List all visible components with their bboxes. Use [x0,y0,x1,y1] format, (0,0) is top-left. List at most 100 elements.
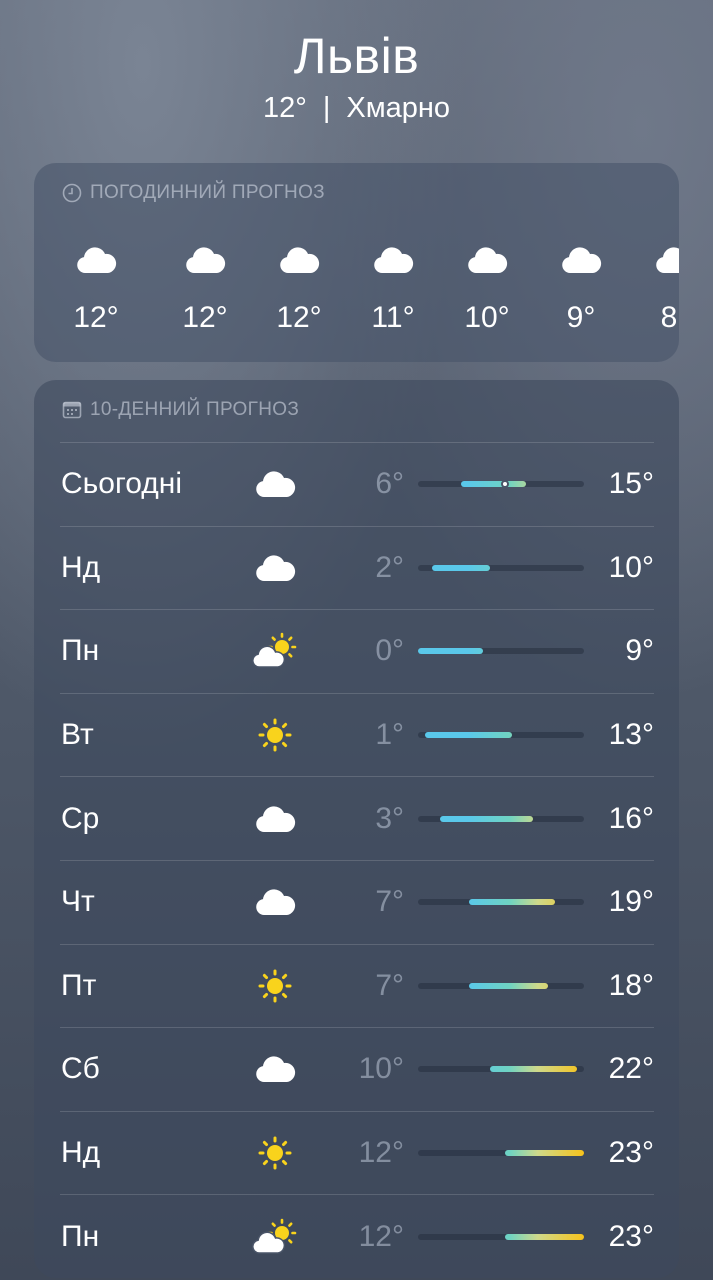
temp-range-track [418,648,584,655]
day-label: Пн [61,1219,100,1253]
cloud-icon [256,806,296,832]
hour-item: 12° [158,245,252,335]
temp-range-bar [432,564,491,571]
day-row[interactable]: Пн 12° 23° [60,1194,654,1278]
partly-sunny-icon [252,633,297,669]
hour-temp: 11° [371,301,415,334]
temp-range-track [418,480,584,489]
city-name: Львів [293,28,420,84]
hour-temp: 8° [660,301,679,334]
low-temp: 6° [375,467,404,501]
day-row[interactable]: Вт 1° 13° [60,692,654,777]
temp-range-track [418,982,584,989]
day-label: Сьогодні [61,467,183,501]
day-label: Сб [61,1052,100,1086]
hourly-title: ПОГОДИННИЙ ПРОГНОЗ [62,182,325,204]
partly-sunny-icon [252,1218,297,1254]
calendar-icon [62,401,82,419]
cloud-icon [256,889,296,916]
current-conditions: 12° | Хмарно [0,92,713,125]
daily-forecast-card[interactable]: 10-ДЕННИЙ ПРОГНОЗ Сьогодні 6° 15° Нд 2° … [34,380,679,1278]
sun-icon [258,969,292,1003]
hour-item: 11° [346,245,440,335]
temp-range-track [418,1233,584,1240]
cloud-icon [468,247,508,273]
low-temp: 12° [358,1219,404,1253]
high-temp: 16° [608,801,654,835]
hourly-list[interactable]: 12° 12° 12° 11° 10° 9° 8° [34,245,679,335]
current-temp-dot [500,480,509,489]
hour-item: 9° [534,245,628,335]
day-label: Нд [61,1136,101,1170]
high-temp: 22° [608,1052,654,1086]
cloud-icon [374,247,414,273]
temp-range-bar [504,1150,584,1157]
cloud-icon [562,247,602,273]
low-temp: 7° [375,968,404,1002]
high-temp: 23° [608,1136,654,1170]
hourly-forecast-card[interactable]: ПОГОДИННИЙ ПРОГНОЗ 12° 12° 12° 11° 10° 9° 8° [34,163,679,362]
temp-range-bar [418,648,483,655]
daily-list: Сьогодні 6° 15° Нд 2° 10° Пн 0° 9° Вт 1°… [60,442,654,1278]
day-label: Пн [61,634,100,668]
high-temp: 15° [608,467,654,501]
high-temp: 9° [625,634,654,668]
high-temp: 13° [608,718,654,752]
current-condition: Хмарно [346,92,451,124]
daily-title: 10-ДЕННИЙ ПРОГНОЗ [62,399,299,421]
day-row[interactable]: Ср 3° 16° [60,776,654,860]
hour-temp: 12° [73,301,119,334]
temp-range-track [418,1066,584,1073]
cloud-icon [256,1056,296,1083]
high-temp: 19° [608,885,654,919]
hour-item: 12° [252,245,346,335]
temp-range-track [418,564,584,571]
day-label: Нд [61,550,101,584]
cloud-icon [656,247,679,273]
low-temp: 10° [358,1052,404,1086]
low-temp: 1° [375,718,404,752]
temp-range-bar [468,899,556,906]
day-row[interactable]: Сб 10° 22° [60,1027,654,1111]
cloud-icon [186,247,226,273]
cloud-icon [280,247,320,273]
clock-icon [62,183,82,203]
high-temp: 18° [608,968,654,1002]
temp-range-bar [425,732,512,739]
low-temp: 0° [375,634,404,668]
sun-icon [258,718,292,752]
hour-item: 10° [440,245,534,335]
day-label: Чт [61,885,95,919]
day-label: Пт [61,968,97,1002]
temp-range-track [418,732,584,739]
high-temp: 10° [608,550,654,584]
cloud-icon [256,555,296,581]
hour-temp: 10° [464,301,510,334]
hour-temp: 9° [566,301,596,334]
day-row[interactable]: Нд 2° 10° [60,525,654,610]
day-row[interactable]: Пн 0° 9° [60,609,654,693]
high-temp: 23° [608,1219,654,1253]
temp-range-bar [504,1233,584,1240]
cloud-icon [256,471,296,498]
temp-range-bar [490,1066,577,1073]
day-row[interactable]: Пт 7° 18° [60,943,654,1028]
low-temp: 3° [375,801,404,835]
day-row[interactable]: Сьогодні 6° 15° [60,442,654,526]
cloud-icon [77,247,117,273]
temp-range-track [418,899,584,906]
day-row[interactable]: Чт 7° 19° [60,859,654,944]
hour-item: 8° [628,245,679,335]
sun-icon [258,1136,292,1170]
hour-temp: 12° [276,301,322,334]
low-temp: 2° [375,550,404,584]
temp-range-track [418,815,584,822]
day-label: Вт [61,718,94,752]
day-row[interactable]: Нд 12° 23° [60,1110,654,1195]
temp-range-track [418,1150,584,1157]
location-header: Львів 12° | Хмарно [0,26,713,125]
temp-range-bar [461,481,527,488]
temp-range-bar [468,982,548,989]
low-temp: 12° [358,1136,404,1170]
day-label: Ср [61,801,100,835]
